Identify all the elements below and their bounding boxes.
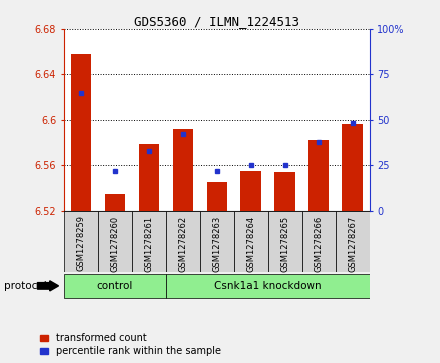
Bar bbox=[200, 211, 234, 272]
Text: GSM1278261: GSM1278261 bbox=[144, 216, 153, 272]
Legend: transformed count, percentile rank within the sample: transformed count, percentile rank withi… bbox=[40, 333, 220, 356]
Bar bbox=[172, 129, 193, 211]
Text: GSM1278263: GSM1278263 bbox=[212, 216, 221, 272]
Bar bbox=[336, 211, 370, 272]
Text: GSM1278264: GSM1278264 bbox=[246, 216, 255, 272]
Text: GSM1278260: GSM1278260 bbox=[110, 216, 119, 272]
Bar bbox=[268, 211, 302, 272]
Bar bbox=[105, 193, 125, 211]
Text: GSM1278267: GSM1278267 bbox=[348, 216, 357, 272]
Bar bbox=[206, 182, 227, 211]
Bar bbox=[275, 172, 295, 211]
Bar bbox=[98, 211, 132, 272]
Bar bbox=[132, 211, 166, 272]
Text: protocol: protocol bbox=[4, 281, 47, 291]
Bar bbox=[308, 140, 329, 211]
Title: GDS5360 / ILMN_1224513: GDS5360 / ILMN_1224513 bbox=[134, 15, 299, 28]
Text: GSM1278265: GSM1278265 bbox=[280, 216, 289, 272]
Bar bbox=[139, 144, 159, 211]
Text: GSM1278266: GSM1278266 bbox=[314, 216, 323, 272]
Text: Csnk1a1 knockdown: Csnk1a1 knockdown bbox=[214, 281, 322, 291]
Text: GSM1278259: GSM1278259 bbox=[76, 216, 85, 272]
Bar bbox=[241, 171, 261, 211]
Bar bbox=[70, 54, 91, 211]
Bar bbox=[166, 211, 200, 272]
Bar bbox=[342, 125, 363, 211]
Text: control: control bbox=[96, 281, 133, 291]
Bar bbox=[64, 211, 98, 272]
Bar bbox=[234, 211, 268, 272]
Bar bbox=[64, 274, 166, 298]
Text: GSM1278262: GSM1278262 bbox=[178, 216, 187, 272]
Bar bbox=[302, 211, 336, 272]
Bar bbox=[166, 274, 370, 298]
